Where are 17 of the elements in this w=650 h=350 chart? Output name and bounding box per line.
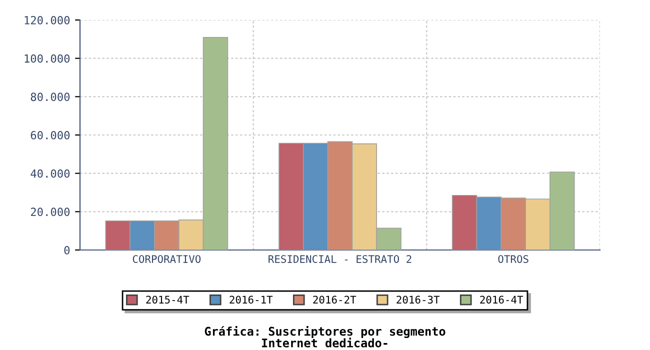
text: Internet dedicado-	[262, 338, 388, 348]
y-tick-label: 40.000	[30, 169, 70, 178]
x-tick-label: OTROS	[498, 255, 528, 263]
y-tick-label: 0	[64, 246, 70, 254]
legend-label: 2016-2T	[313, 296, 356, 304]
y-tick-label: 60.000	[30, 131, 70, 140]
y-tick-label: 120.000	[24, 16, 70, 24]
legend-label: 2016-3T	[396, 296, 440, 304]
legend-label: 2016-4T	[480, 296, 524, 304]
x-tick-label: CORPORATIVO	[132, 255, 201, 263]
legend-label: 2016-1T	[230, 296, 273, 304]
y-tick-label: 20.000	[30, 208, 70, 216]
text: Gráfica: Suscriptores por segmento	[204, 326, 446, 338]
y-tick-label: 80.000	[30, 92, 70, 102]
x-tick-label: RESIDENCIAL - ESTRATO 2	[268, 255, 412, 263]
y-tick-label: 100.000	[24, 54, 70, 63]
legend-label: 2015-4T	[146, 296, 190, 304]
